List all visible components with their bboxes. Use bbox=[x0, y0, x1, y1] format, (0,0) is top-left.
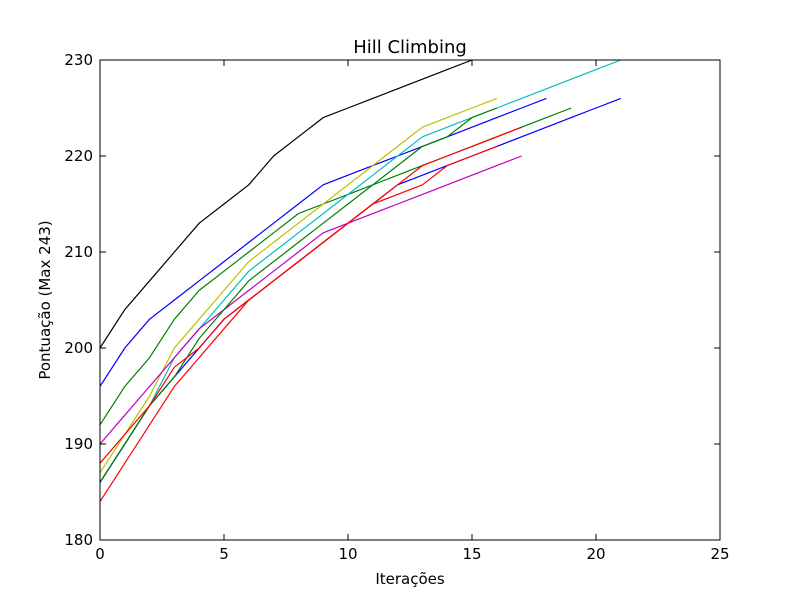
x-tick-label-5: 5 bbox=[219, 545, 229, 563]
series-line-1 bbox=[99, 59, 473, 349]
x-tick-label-15: 15 bbox=[462, 545, 481, 563]
y-tick-label-200: 200 bbox=[64, 339, 93, 357]
y-tick-label-210: 210 bbox=[64, 243, 93, 261]
x-axis-label: Iterações bbox=[375, 570, 445, 588]
series-line-2 bbox=[99, 97, 547, 387]
series-line-6 bbox=[99, 155, 522, 445]
y-tick-label-230: 230 bbox=[64, 51, 93, 69]
series-layer bbox=[99, 59, 622, 502]
y-tick-label-190: 190 bbox=[64, 435, 93, 453]
x-tick-label-0: 0 bbox=[95, 545, 105, 563]
ticks-layer: 0 5 10 15 20 25 180 190 200 210 220 230 bbox=[64, 51, 729, 563]
series-line-4 bbox=[99, 97, 498, 474]
y-tick-label-220: 220 bbox=[64, 147, 93, 165]
x-tick-label-20: 20 bbox=[586, 545, 605, 563]
series-line-10 bbox=[99, 126, 522, 464]
chart-title: Hill Climbing bbox=[353, 37, 467, 58]
series-line-8 bbox=[99, 107, 498, 483]
y-tick-label-180: 180 bbox=[64, 531, 93, 549]
x-tick-label-10: 10 bbox=[338, 545, 357, 563]
y-axis-label: Pontuação (Max 243) bbox=[36, 220, 54, 379]
x-tick-label-25: 25 bbox=[710, 545, 729, 563]
plot-frame bbox=[99, 59, 721, 541]
